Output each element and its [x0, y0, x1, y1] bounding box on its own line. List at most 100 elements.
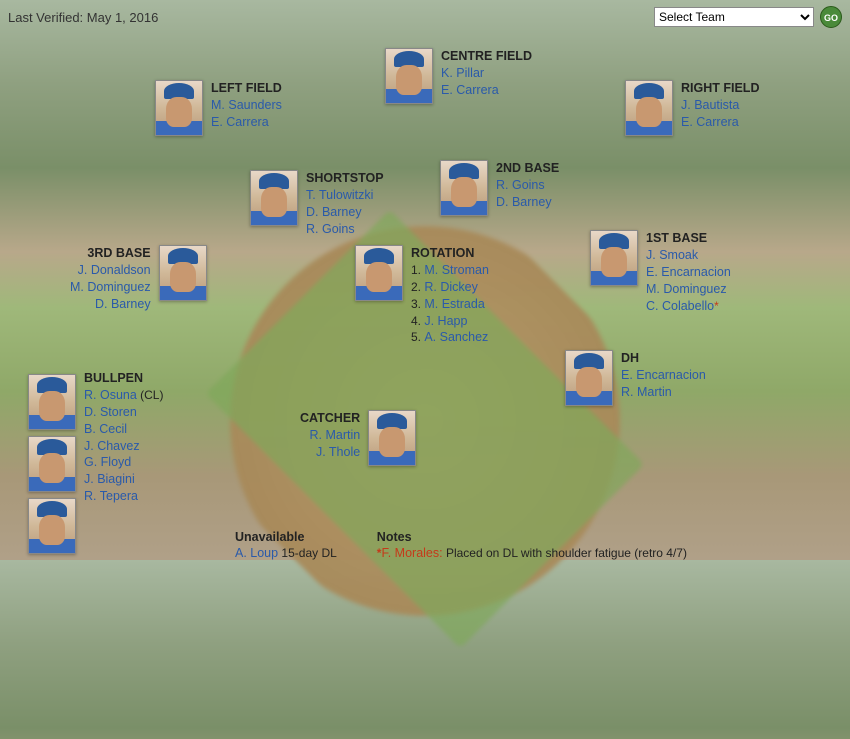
headshot-b2[interactable]: [440, 160, 488, 216]
headshot-rf[interactable]: [625, 80, 673, 136]
player-link[interactable]: J. Happ: [424, 314, 467, 328]
label-block-b2: 2ND BASER. Goins D. Barney: [496, 160, 559, 211]
position-cf: CENTRE FIELDK. Pillar E. Carrera: [385, 48, 532, 104]
notes-block: Notes *F. Morales: Placed on DL with sho…: [377, 530, 687, 560]
player-link[interactable]: E. Carrera: [441, 83, 499, 97]
headshot-cf[interactable]: [385, 48, 433, 104]
label-block-ss: SHORTSTOPT. Tulowitzki D. Barney R. Goins: [306, 170, 384, 238]
player-row: D. Barney: [306, 204, 384, 221]
player-link[interactable]: J. Donaldson: [78, 263, 151, 277]
position-title-b2: 2ND BASE: [496, 160, 559, 177]
player-link[interactable]: E. Encarnacion: [621, 368, 706, 382]
player-link[interactable]: M. Dominguez: [646, 282, 727, 296]
player-link[interactable]: R. Goins: [306, 222, 355, 236]
player-row: R. Martin: [300, 427, 360, 444]
note-text: Placed on DL with shoulder fatigue (retr…: [443, 546, 687, 560]
rotation-number: 2.: [411, 280, 424, 294]
headshot-bp-3[interactable]: [28, 498, 76, 554]
position-bp: BULLPENR. Osuna (CL)D. Storen B. Cecil J. …: [28, 370, 163, 554]
player-row: J. Chavez: [84, 438, 163, 455]
player-link[interactable]: B. Cecil: [84, 422, 127, 436]
player-link[interactable]: M. Saunders: [211, 98, 282, 112]
player-row: B. Cecil: [84, 421, 163, 438]
player-link[interactable]: R. Goins: [496, 178, 545, 192]
player-link[interactable]: R. Martin: [621, 385, 672, 399]
player-link[interactable]: A. Sanchez: [424, 330, 488, 344]
headshot-bp-1[interactable]: [28, 374, 76, 430]
position-ss: SHORTSTOPT. Tulowitzki D. Barney R. Goins: [250, 170, 384, 238]
note-player[interactable]: F. Morales:: [381, 546, 442, 560]
bullpen-headshot-column: [28, 374, 76, 554]
player-row: R. Osuna (CL): [84, 387, 163, 404]
position-title-rot: ROTATION: [411, 245, 489, 262]
headshot-c[interactable]: [368, 410, 416, 466]
player-row: J. Biagini: [84, 471, 163, 488]
headshot-rot[interactable]: [355, 245, 403, 301]
player-link[interactable]: J. Bautista: [681, 98, 739, 112]
headshot-b1[interactable]: [590, 230, 638, 286]
player-link[interactable]: A. Loup: [235, 546, 278, 560]
position-lf: LEFT FIELDM. SaundersE. Carrera: [155, 80, 282, 136]
player-link[interactable]: D. Barney: [306, 205, 362, 219]
player-link[interactable]: J. Chavez: [84, 439, 140, 453]
player-link[interactable]: G. Floyd: [84, 455, 131, 469]
player-link[interactable]: J. Smoak: [646, 248, 698, 262]
player-row: M. Saunders: [211, 97, 282, 114]
headshot-lf[interactable]: [155, 80, 203, 136]
player-row: 4. J. Happ: [411, 313, 489, 330]
headshot-dh[interactable]: [565, 350, 613, 406]
label-block-rot: ROTATION1. M. Stroman2. R. Dickey3. M. E…: [411, 245, 489, 346]
unavailable-block: Unavailable A. Loup 15-day DL: [235, 530, 337, 560]
player-row: E. Carrera: [681, 114, 759, 131]
player-link[interactable]: J. Thole: [316, 445, 360, 459]
headshot-bp-2[interactable]: [28, 436, 76, 492]
player-row: E. Carrera: [441, 82, 532, 99]
player-row: 3. M. Estrada: [411, 296, 489, 313]
position-rf: RIGHT FIELDJ. BautistaE. Carrera: [625, 80, 759, 136]
player-link[interactable]: M. Estrada: [424, 297, 484, 311]
label-block-rf: RIGHT FIELDJ. BautistaE. Carrera: [681, 80, 759, 131]
player-suffix: *: [714, 299, 719, 313]
player-row: M. Dominguez: [70, 279, 151, 296]
player-link[interactable]: T. Tulowitzki: [306, 188, 373, 202]
player-row: 2. R. Dickey: [411, 279, 489, 296]
player-row: E. Carrera: [211, 114, 282, 131]
player-row: J. Thole: [300, 444, 360, 461]
player-link[interactable]: R. Osuna: [84, 388, 137, 402]
label-block-lf: LEFT FIELDM. SaundersE. Carrera: [211, 80, 282, 131]
player-link[interactable]: J. Biagini: [84, 472, 135, 486]
player-link[interactable]: R. Tepera: [84, 489, 138, 503]
player-link[interactable]: E. Carrera: [211, 115, 269, 129]
position-title-bp: BULLPEN: [84, 370, 163, 387]
position-b1: 1ST BASEJ. Smoak E. Encarnacion M. Domingu…: [590, 230, 731, 314]
player-link[interactable]: C. Colabello: [646, 299, 714, 313]
headshot-ss[interactable]: [250, 170, 298, 226]
player-row: J. Donaldson: [70, 262, 151, 279]
player-link[interactable]: M. Dominguez: [70, 280, 151, 294]
player-link[interactable]: E. Encarnacion: [646, 265, 731, 279]
player-link[interactable]: E. Carrera: [681, 115, 739, 129]
player-row: E. Encarnacion: [646, 264, 731, 281]
note-row: *F. Morales: Placed on DL with shoulder …: [377, 546, 687, 560]
team-dropdown[interactable]: Select Team: [654, 7, 814, 27]
go-button[interactable]: GO: [820, 6, 842, 28]
player-row: E. Encarnacion: [621, 367, 706, 384]
unavailable-title: Unavailable: [235, 530, 337, 544]
player-link[interactable]: K. Pillar: [441, 66, 484, 80]
headshot-b3[interactable]: [159, 245, 207, 301]
rotation-number: 4.: [411, 314, 424, 328]
player-link[interactable]: D. Barney: [95, 297, 151, 311]
player-link[interactable]: R. Martin: [309, 428, 360, 442]
player-link[interactable]: D. Storen: [84, 405, 137, 419]
player-link[interactable]: D. Barney: [496, 195, 552, 209]
player-row: D. Barney: [70, 296, 151, 313]
position-title-b3: 3RD BASE: [70, 245, 151, 262]
position-title-ss: SHORTSTOP: [306, 170, 384, 187]
position-title-b1: 1ST BASE: [646, 230, 731, 247]
team-selector: Select Team GO: [654, 6, 842, 28]
top-bar: Last Verified: May 1, 2016 Select Team G…: [8, 6, 842, 28]
player-row: D. Storen: [84, 404, 163, 421]
position-title-cf: CENTRE FIELD: [441, 48, 532, 65]
player-link[interactable]: R. Dickey: [424, 280, 477, 294]
player-link[interactable]: M. Stroman: [424, 263, 489, 277]
